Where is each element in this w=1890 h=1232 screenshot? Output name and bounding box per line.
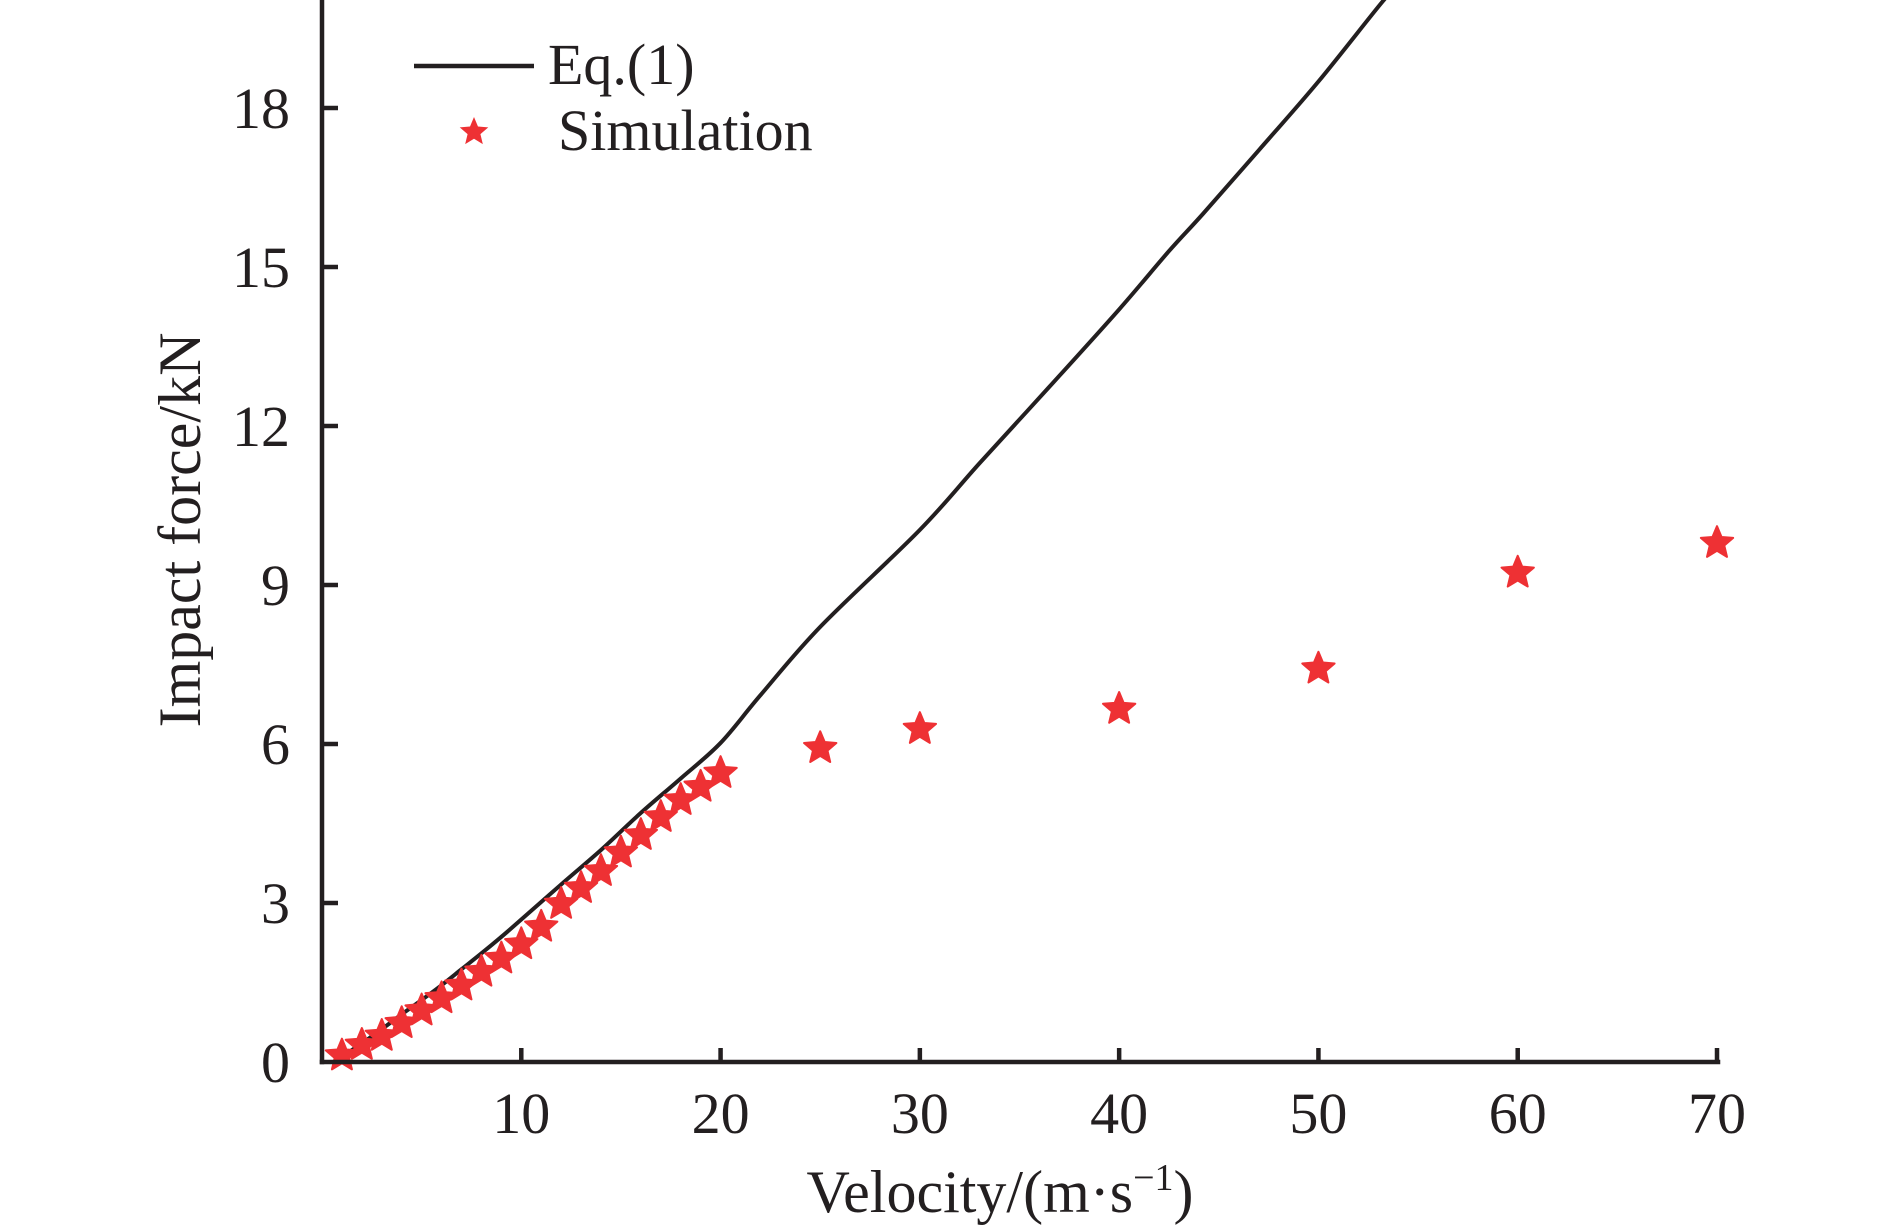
simulation-point xyxy=(1699,525,1735,558)
plot-area xyxy=(324,0,1735,1071)
x-tick-label: 20 xyxy=(692,1081,750,1146)
y-tick-label: 6 xyxy=(261,712,290,777)
x-tick-label: 50 xyxy=(1289,1081,1347,1146)
x-ticks: 10 20 30 40 50 60 70 xyxy=(492,1048,1746,1146)
simulation-point xyxy=(1301,650,1336,684)
simulation-point xyxy=(703,755,738,788)
x-tick-label: 30 xyxy=(891,1081,949,1146)
x-tick-label: 40 xyxy=(1090,1081,1148,1146)
simulation-point xyxy=(1500,554,1535,588)
y-tick-label: 12 xyxy=(232,394,290,459)
y-tick-label: 18 xyxy=(232,76,290,141)
legend-label-eq1: Eq.(1) xyxy=(548,32,695,97)
legend-label-simulation: Simulation xyxy=(558,98,813,163)
simulation-point xyxy=(902,711,938,744)
y-tick-label: 3 xyxy=(261,871,290,936)
simulation-point xyxy=(543,886,579,919)
x-tick-label: 60 xyxy=(1489,1081,1547,1146)
x-axis-title-main: Velocity/(m·s xyxy=(806,1159,1133,1225)
legend-star-icon xyxy=(459,117,489,145)
y-tick-label: 0 xyxy=(261,1030,290,1095)
simulation-point xyxy=(803,730,838,763)
series-line-eq1 xyxy=(340,0,1387,1059)
y-axis-title: Impact force/kN xyxy=(147,333,213,728)
x-tick-label: 10 xyxy=(492,1081,550,1146)
simulation-point xyxy=(1101,691,1137,724)
y-ticks: 0 3 6 9 12 15 18 xyxy=(232,76,338,1095)
x-axis-title: Velocity/(m·s−1) xyxy=(806,1157,1193,1225)
y-tick-label: 9 xyxy=(261,553,290,618)
simulation-point xyxy=(524,908,559,942)
y-tick-label: 15 xyxy=(232,235,290,300)
legend: Eq.(1) Simulation xyxy=(414,32,813,163)
axes xyxy=(319,0,1721,1065)
x-axis-title-suffix: ) xyxy=(1174,1159,1194,1225)
x-tick-label: 70 xyxy=(1688,1081,1746,1146)
x-axis-title-superscript: −1 xyxy=(1133,1157,1173,1199)
